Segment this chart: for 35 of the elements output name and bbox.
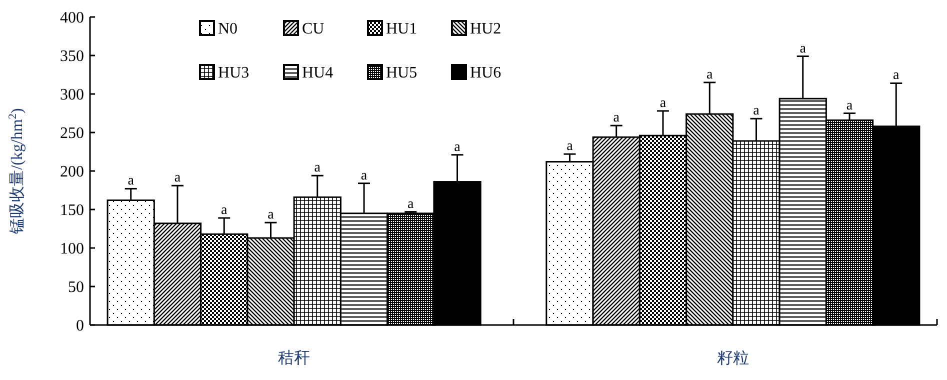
data-label: a	[846, 98, 854, 114]
legend-label: CU	[302, 20, 325, 38]
y-tick-label: 300	[60, 86, 84, 104]
y-tick-label: 0	[76, 318, 84, 335]
y-tick-label: 100	[60, 240, 84, 258]
legend-label: HU2	[470, 20, 502, 38]
data-label: a	[706, 67, 714, 82]
data-label: a	[566, 139, 574, 154]
data-label: a	[893, 68, 900, 84]
data-label: a	[800, 41, 807, 56]
legend-label: HU5	[386, 64, 418, 82]
data-label: a	[174, 170, 182, 186]
data-label: a	[613, 110, 620, 126]
y-tick-label: 50	[68, 279, 84, 296]
data-label: a	[360, 168, 368, 184]
x-tick-label: 秸秆	[278, 349, 310, 367]
data-label: a	[753, 104, 760, 119]
legend-label: HU4	[302, 64, 334, 82]
data-label: a	[128, 174, 135, 189]
y-tick-label: 350	[60, 48, 84, 66]
data-label: a	[660, 96, 667, 111]
legend-label: HU1	[386, 20, 418, 38]
y-tick-label: 250	[60, 125, 84, 142]
data-label: a	[454, 140, 462, 155]
y-tick-label: 150	[60, 202, 84, 220]
legend-label: HU6	[470, 64, 502, 82]
data-label: a	[408, 196, 415, 212]
legend-label: N0	[218, 20, 238, 38]
y-tick-label: 400	[60, 10, 84, 27]
y-tick-label: 200	[60, 164, 84, 181]
data-label: a	[268, 208, 275, 223]
x-tick-label: 籽粒	[716, 350, 749, 367]
legend-label: HU3	[218, 64, 250, 82]
data-label: a	[221, 202, 228, 218]
data-label: a	[314, 160, 322, 176]
